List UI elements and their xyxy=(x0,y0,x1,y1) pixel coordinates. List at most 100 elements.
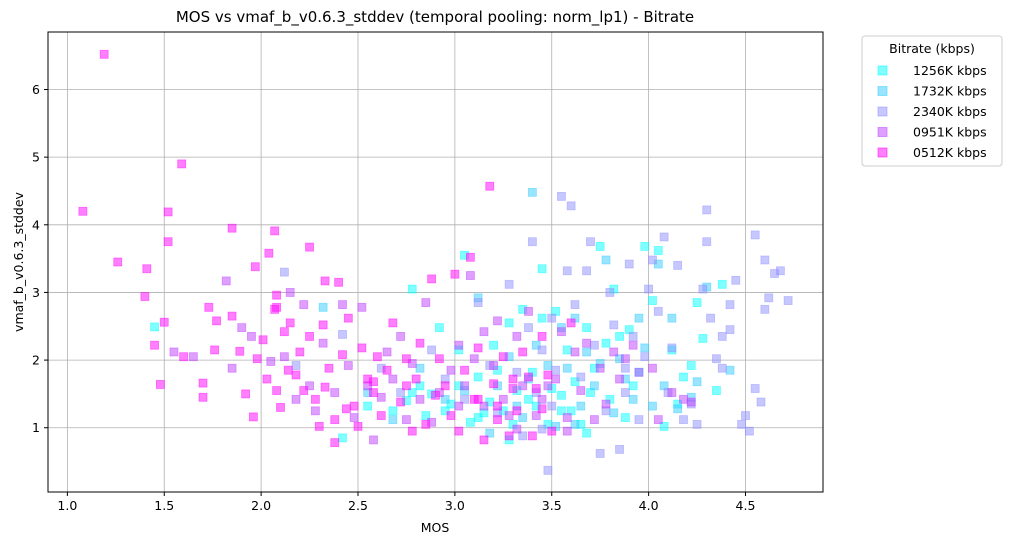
data-point xyxy=(227,363,237,373)
data-point xyxy=(702,237,712,247)
data-point xyxy=(648,363,657,373)
legend-label: 0512K kbps xyxy=(913,145,987,160)
data-point xyxy=(431,390,440,400)
data-point xyxy=(537,345,547,355)
data-point xyxy=(783,296,793,305)
data-point xyxy=(235,346,245,356)
data-point xyxy=(454,426,464,436)
data-point xyxy=(479,401,489,411)
data-point xyxy=(659,421,669,431)
legend-frame xyxy=(861,35,1003,167)
x-tick-label: 4.0 xyxy=(639,498,659,513)
data-point xyxy=(434,323,444,333)
data-point xyxy=(524,323,533,333)
data-point xyxy=(524,394,533,404)
data-point xyxy=(595,449,605,458)
legend-label: 0951K kbps xyxy=(913,125,987,140)
data-point xyxy=(725,365,735,375)
data-point xyxy=(518,431,528,441)
data-point xyxy=(163,207,173,217)
data-point xyxy=(582,323,592,333)
data-point xyxy=(330,438,340,448)
data-point xyxy=(562,413,572,422)
data-point xyxy=(473,394,483,404)
data-point xyxy=(324,363,334,373)
data-point xyxy=(266,357,276,366)
data-point xyxy=(407,284,417,294)
data-point xyxy=(210,345,220,355)
data-point xyxy=(440,394,450,404)
data-point xyxy=(305,242,314,252)
data-point xyxy=(198,392,208,402)
data-point xyxy=(760,255,770,265)
data-point xyxy=(163,237,173,247)
data-point xyxy=(531,411,541,420)
data-point xyxy=(250,262,260,272)
data-point xyxy=(582,428,592,438)
data-point xyxy=(601,399,611,409)
y-tick-label: 6 xyxy=(32,82,40,97)
data-point xyxy=(750,384,760,393)
data-point xyxy=(291,394,301,404)
data-point xyxy=(388,415,398,425)
data-point xyxy=(609,320,619,330)
data-point xyxy=(248,412,258,422)
data-point xyxy=(640,352,650,362)
data-point xyxy=(692,298,702,307)
data-point xyxy=(427,345,437,355)
data-point xyxy=(628,340,638,350)
data-point xyxy=(493,415,502,425)
data-point xyxy=(113,257,123,267)
data-point xyxy=(537,332,547,341)
data-point xyxy=(595,363,605,373)
data-point xyxy=(543,381,553,391)
data-point xyxy=(272,290,282,300)
data-point xyxy=(628,332,638,341)
legend-marker xyxy=(877,86,888,96)
data-point xyxy=(750,230,760,240)
data-point xyxy=(338,433,347,443)
x-tick-label: 1.5 xyxy=(154,498,174,513)
data-point xyxy=(159,317,169,327)
data-point xyxy=(369,435,378,445)
data-point xyxy=(140,292,150,301)
data-point xyxy=(204,302,214,312)
data-point xyxy=(415,363,425,373)
data-point xyxy=(634,415,644,425)
data-point xyxy=(698,334,708,343)
data-point xyxy=(527,187,537,197)
data-point xyxy=(531,384,541,393)
x-tick-label: 3.5 xyxy=(542,498,562,513)
y-tick-label: 3 xyxy=(32,285,40,300)
data-point xyxy=(465,271,475,280)
data-point xyxy=(518,413,528,422)
data-point xyxy=(562,363,572,373)
data-point xyxy=(605,288,615,297)
data-point xyxy=(227,311,237,321)
data-point xyxy=(679,372,688,382)
data-point xyxy=(330,415,340,425)
data-point xyxy=(388,318,398,328)
data-point xyxy=(686,397,696,407)
data-point xyxy=(285,288,295,297)
data-point xyxy=(262,374,272,384)
data-point xyxy=(485,181,495,191)
data-point xyxy=(620,354,630,364)
data-point xyxy=(320,382,330,392)
grid-lines xyxy=(48,32,823,492)
data-point xyxy=(551,365,561,375)
data-point xyxy=(264,248,274,258)
data-point xyxy=(402,381,411,391)
data-point xyxy=(527,431,537,441)
data-point xyxy=(620,388,630,397)
data-point xyxy=(741,411,750,420)
data-point xyxy=(454,340,464,350)
data-point xyxy=(279,352,289,362)
data-point xyxy=(725,300,735,310)
data-point xyxy=(576,372,586,382)
data-point xyxy=(648,255,657,265)
data-point xyxy=(440,406,450,416)
data-point xyxy=(382,347,392,357)
data-point xyxy=(640,242,650,251)
data-point xyxy=(582,266,592,276)
